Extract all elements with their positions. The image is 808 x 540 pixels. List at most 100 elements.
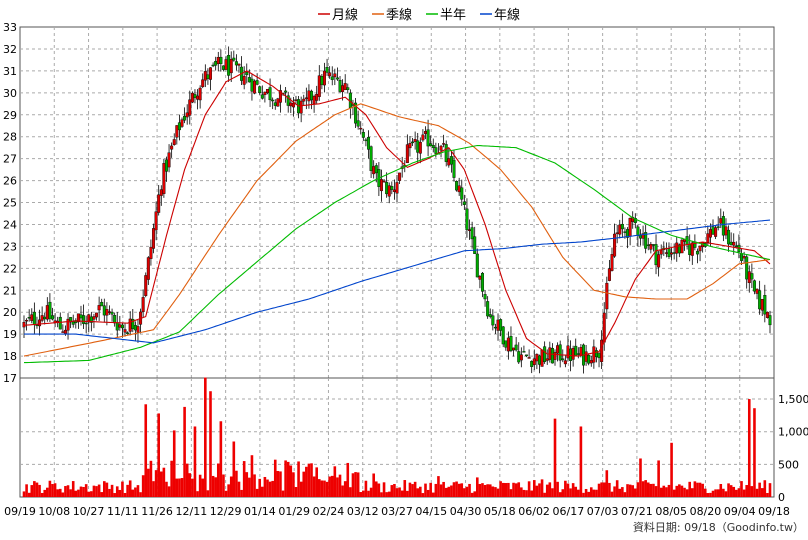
candle-body <box>79 314 83 319</box>
volume-bar <box>325 481 329 497</box>
candle-body <box>255 80 259 85</box>
x-tick-label: 09/19 <box>4 505 36 518</box>
candle-body <box>411 141 415 144</box>
volume-bar <box>105 482 109 497</box>
volume-bar <box>90 491 93 497</box>
candle-body <box>328 72 332 77</box>
volume-bar <box>237 481 241 497</box>
volume-bar <box>535 485 539 497</box>
x-tick-label: 11/26 <box>141 505 173 518</box>
volume-bar <box>349 487 352 497</box>
volume-bar <box>102 481 106 497</box>
volume-bar <box>268 481 272 497</box>
volume-bar <box>442 481 445 497</box>
candle-body <box>499 319 503 331</box>
volume-bar <box>242 461 246 497</box>
volume-bar <box>286 461 290 497</box>
volume-bar <box>188 473 192 497</box>
candle-body <box>576 353 580 355</box>
volume-bar <box>571 483 575 497</box>
volume-bar <box>157 413 160 497</box>
candle-body <box>610 254 614 271</box>
volume-bar <box>40 492 44 497</box>
candle-body <box>115 322 119 331</box>
price-tick-label: 25 <box>3 197 17 210</box>
candle-body <box>421 134 425 141</box>
volume-bar <box>25 484 28 497</box>
volume-bar <box>367 490 370 497</box>
volume-bar <box>149 460 153 497</box>
volume-bar <box>690 488 694 497</box>
volume-bar <box>185 463 189 497</box>
candle-body <box>395 182 399 194</box>
volume-bar <box>595 489 598 497</box>
candle-body <box>413 139 417 142</box>
candle-body <box>714 227 718 237</box>
volume-grid <box>20 378 774 497</box>
x-tick-label: 07/21 <box>621 505 653 518</box>
x-tick-label: 02/24 <box>313 505 345 518</box>
volume-bar <box>566 483 570 497</box>
volume-bar <box>284 460 287 497</box>
candle-body <box>69 317 73 323</box>
candle-body <box>356 120 360 127</box>
candle-body <box>758 290 762 310</box>
volume-bar <box>51 484 54 497</box>
volume-bar <box>219 421 223 497</box>
volume-y-axis: 0 500 1,000 1,500 <box>778 393 808 504</box>
volume-bar <box>553 418 557 497</box>
candle-body <box>483 294 487 300</box>
volume-bar <box>665 487 668 497</box>
volume-bar <box>514 483 518 497</box>
volume-bar <box>390 485 394 497</box>
candle-body <box>423 131 427 134</box>
candle-body <box>242 76 246 85</box>
candle-body <box>675 242 679 254</box>
volume-bar <box>377 483 381 497</box>
volume-bar <box>317 479 321 497</box>
volume-bar <box>328 476 331 497</box>
volume-bar <box>463 488 466 497</box>
volume-bar <box>431 492 435 497</box>
candle-body <box>584 351 588 362</box>
candle-body <box>649 243 653 250</box>
candle-body <box>162 163 166 194</box>
ma-line-1 <box>23 103 771 357</box>
volume-bar <box>305 466 308 497</box>
candle-body <box>157 194 161 213</box>
candle-body <box>659 249 663 255</box>
candle-body <box>527 357 531 359</box>
volume-bar <box>582 492 585 497</box>
volume-bar <box>434 483 438 497</box>
candle-body <box>320 76 324 86</box>
volume-bar <box>551 488 554 497</box>
volume-bar <box>722 488 725 497</box>
volume-bar <box>517 482 521 497</box>
volume-bar <box>235 470 238 497</box>
volume-bar <box>128 480 132 497</box>
volume-bar <box>224 490 228 497</box>
volume-bar <box>229 476 233 497</box>
candle-body <box>745 256 749 280</box>
volume-bar <box>413 481 417 497</box>
candle-body <box>190 92 194 103</box>
volume-bar <box>261 486 264 497</box>
volume-bar <box>79 486 83 497</box>
volume-bar <box>532 480 536 497</box>
volume-bar <box>193 426 197 497</box>
ma-line-3 <box>24 219 771 344</box>
candle-body <box>654 244 658 266</box>
candle-body <box>429 143 433 147</box>
candle-body <box>354 102 358 124</box>
candle-body <box>434 147 438 154</box>
volume-bar <box>714 489 717 497</box>
volume-tick-label: 1,000 <box>778 426 808 439</box>
volume-bar <box>621 487 624 497</box>
volume-bar <box>147 468 150 497</box>
volume-tick-label: 0 <box>778 491 785 504</box>
candle-body <box>149 246 153 259</box>
volume-plot-frame <box>19 377 775 498</box>
candle-body <box>493 326 497 329</box>
candle-body <box>734 245 738 248</box>
volume-bar <box>271 480 274 497</box>
